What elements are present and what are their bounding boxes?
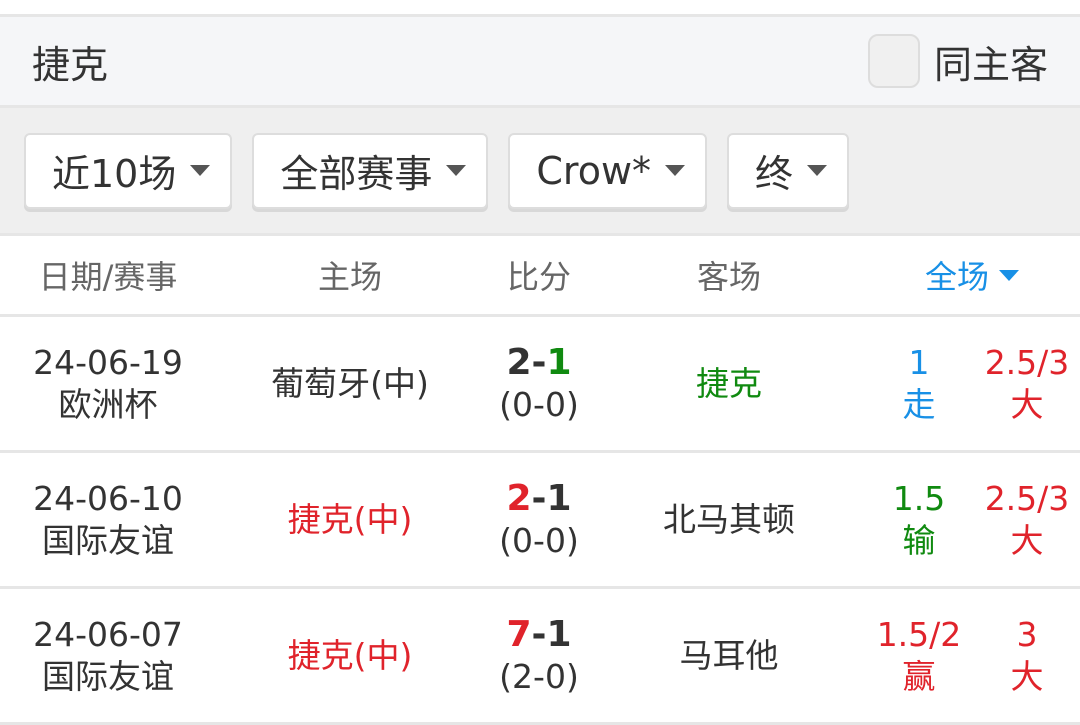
full-score: 2-1 [506,341,572,383]
home-goals: 7 [506,613,532,655]
handicap: 1.5 [892,478,946,518]
over-under-cell: 2.5/3 大 [974,478,1080,562]
score-cell: 7-1 (2-0) [484,614,594,698]
over-under-result: 大 [1010,384,1044,424]
top-bar [0,0,1080,17]
same-home-away-label: 同主客 [933,42,1048,87]
date-cell: 24-06-19 欧洲杯 [0,342,216,426]
away-goals: 1 [546,341,572,383]
match-date: 24-06-07 [33,614,183,654]
half-score: (2-0) [499,656,579,696]
dropdown-label: 全部赛事 [280,152,433,196]
checkbox[interactable] [867,34,920,88]
col-full: 全场 [924,258,989,296]
over-under-line: 2.5/3 [984,478,1070,518]
away-team: 捷克 [696,363,762,403]
competition-dropdown[interactable]: 全部赛事 [252,132,489,209]
home-goals: 2 [506,341,532,383]
col-away: 客场 [696,258,761,296]
over-under-line: 2.5/3 [984,342,1070,382]
handicap-cell: 1.5 输 [864,478,974,562]
odds-type-dropdown[interactable]: 终 [727,132,850,209]
team-header: 捷克 同主客 [0,17,1080,108]
over-under-result: 大 [1010,520,1044,560]
table-row[interactable]: 24-06-10 国际友谊 捷克(中) 2-1 (0-0) 北马其顿 1.5 输 2.… [0,453,1080,589]
handicap: 1.5/2 [876,614,962,654]
caret-down-icon [190,165,211,176]
table-header: 日期/赛事 主场 比分 客场 全场 [0,236,1080,317]
score-cell: 2-1 (0-0) [484,342,594,426]
full-score: 7-1 [506,613,572,655]
half-score: (0-0) [499,384,579,424]
home-team: 捷克(中) [287,635,413,675]
home-goals: 2 [506,477,532,519]
caret-down-icon [446,165,467,176]
dropdown-label: Crow* [536,148,652,193]
recent-matches-dropdown[interactable]: 近10场 [24,132,233,209]
col-score: 比分 [506,258,571,296]
table-row[interactable]: 24-06-07 国际友谊 捷克(中) 7-1 (2-0) 马耳他 1.5/2 赢 3… [0,589,1080,725]
match-date: 24-06-10 [33,478,183,518]
date-cell: 24-06-07 国际友谊 [0,614,216,698]
team-name: 捷克 [32,42,109,87]
over-under-result: 大 [1010,656,1044,696]
away-team: 北马其顿 [663,499,795,539]
away-goals: 1 [546,477,572,519]
col-home: 主场 [317,258,382,296]
handicap-result: 赢 [902,656,936,696]
handicap: 1 [908,342,930,382]
away-team: 马耳他 [679,635,779,675]
col-date: 日期/赛事 [38,258,178,296]
match-date: 24-06-19 [33,342,183,382]
handicap-result: 输 [902,520,936,560]
full-time-dropdown[interactable]: 全场 [864,252,1080,298]
half-score: (0-0) [499,520,579,560]
handicap-result: 走 [902,384,936,424]
filter-bar: 近10场 全部赛事 Crow* 终 [0,108,1080,236]
caret-down-icon [999,269,1019,281]
date-cell: 24-06-10 国际友谊 [0,478,216,562]
away-goals: 1 [546,613,572,655]
dropdown-label: 近10场 [52,152,177,196]
competition: 欧洲杯 [58,384,158,424]
score-cell: 2-1 (0-0) [484,478,594,562]
competition: 国际友谊 [42,520,174,560]
home-team: 捷克(中) [287,499,413,539]
bookmaker-dropdown[interactable]: Crow* [508,132,708,209]
same-home-away-toggle[interactable]: 同主客 [867,34,1048,89]
caret-down-icon [807,165,828,176]
dropdown-label: 终 [755,152,794,196]
home-team: 葡萄牙(中) [271,363,429,403]
over-under-cell: 2.5/3 大 [974,342,1080,426]
handicap-cell: 1.5/2 赢 [864,614,974,698]
over-under-line: 3 [1016,614,1038,654]
competition: 国际友谊 [42,656,174,696]
caret-down-icon [665,165,686,176]
full-score: 2-1 [506,477,572,519]
